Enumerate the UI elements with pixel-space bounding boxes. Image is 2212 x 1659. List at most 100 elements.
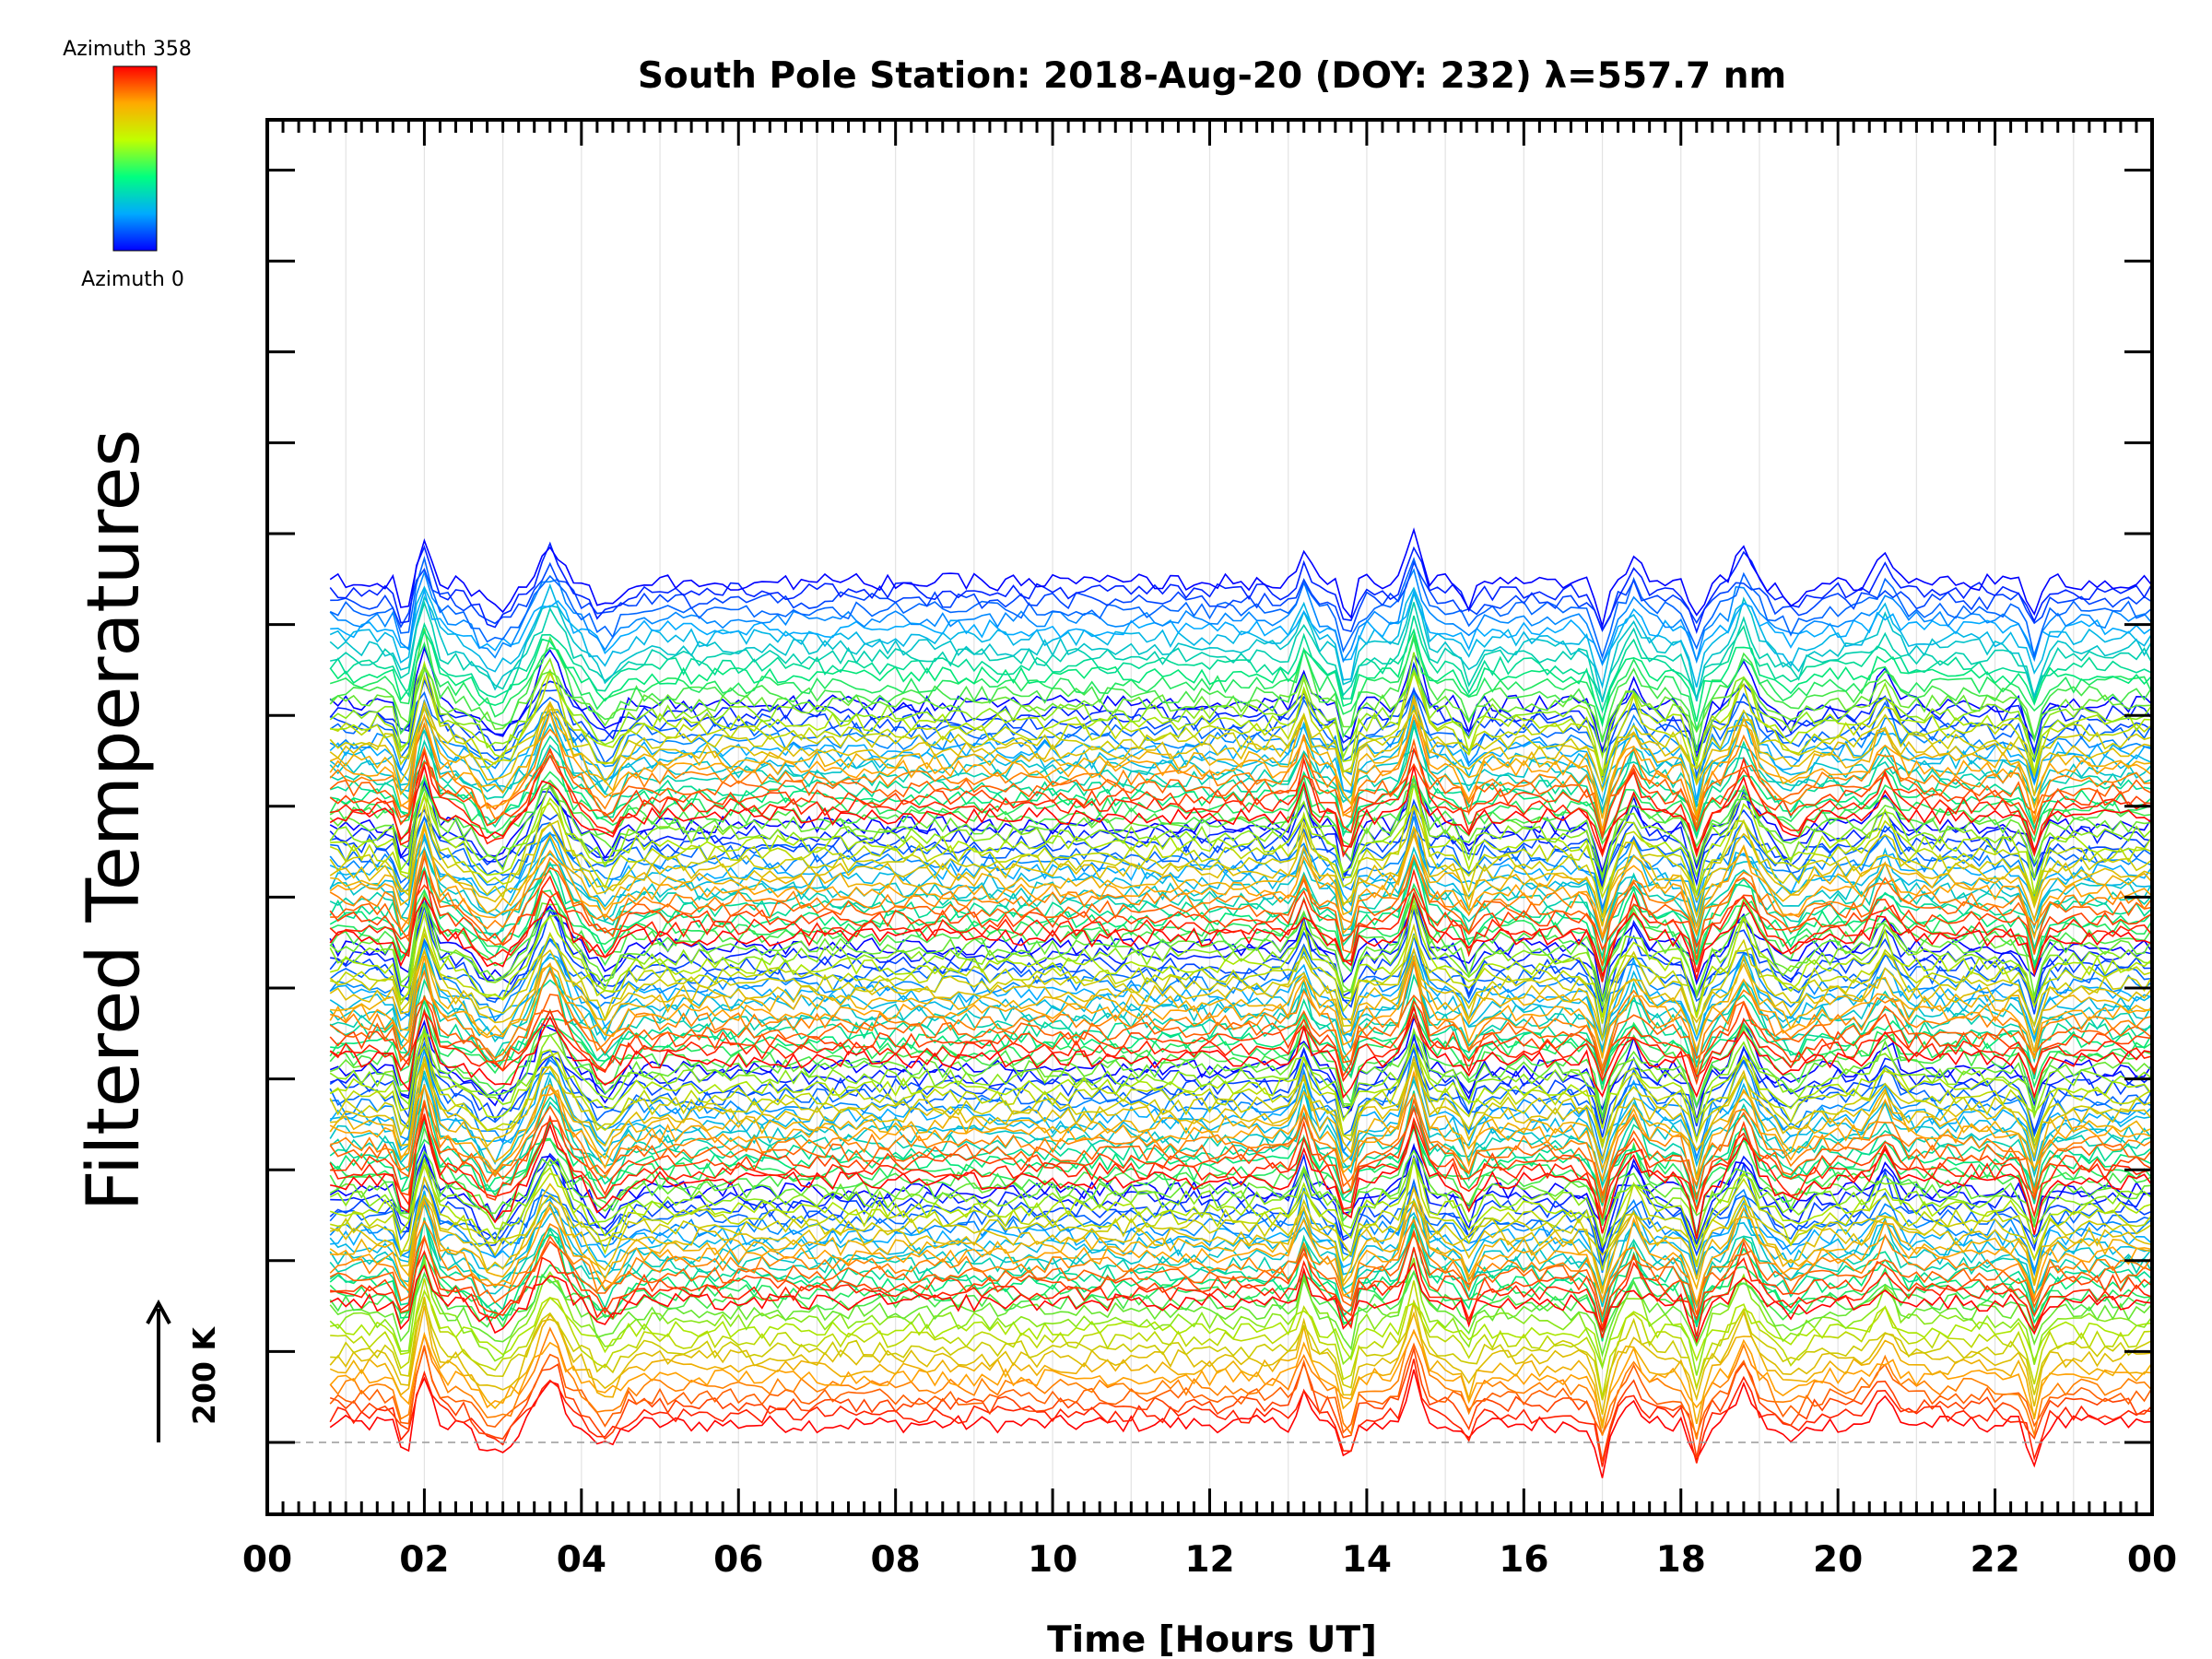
series-line bbox=[329, 1218, 2152, 1306]
series-line bbox=[330, 1142, 2152, 1254]
series-line bbox=[329, 669, 2152, 785]
series-line bbox=[329, 856, 2152, 980]
series-line bbox=[330, 1199, 2152, 1308]
series-line bbox=[329, 850, 2152, 942]
series-line bbox=[329, 1144, 2152, 1236]
series-line bbox=[329, 894, 2152, 1000]
series-line bbox=[330, 600, 2152, 702]
series-line bbox=[329, 994, 2152, 1077]
series-line bbox=[329, 1326, 2152, 1440]
series-line bbox=[329, 1342, 2152, 1438]
x-tick-label: 14 bbox=[1342, 1539, 1392, 1581]
series-line bbox=[329, 904, 2152, 1018]
series-line bbox=[329, 1009, 2152, 1083]
series-line bbox=[329, 1232, 2152, 1319]
series-line bbox=[329, 846, 2152, 944]
series-line bbox=[330, 1229, 2152, 1328]
x-tick-label: 18 bbox=[1656, 1539, 1706, 1581]
series-line bbox=[329, 994, 2152, 1086]
series-line bbox=[329, 775, 2152, 879]
x-tick-label: 12 bbox=[1184, 1539, 1234, 1581]
scale-bar-label: 200 K bbox=[186, 1326, 222, 1425]
series-line bbox=[329, 527, 2152, 629]
series-line bbox=[330, 747, 2152, 859]
series-line bbox=[329, 700, 2152, 801]
series-line bbox=[329, 827, 2152, 940]
series-line bbox=[329, 1269, 2152, 1339]
series-line bbox=[329, 628, 2152, 728]
series-line bbox=[329, 802, 2152, 918]
series-line bbox=[330, 560, 2152, 632]
series-line bbox=[330, 1055, 2152, 1162]
series-line bbox=[329, 541, 2152, 634]
chart-title: South Pole Station: 2018-Aug-20 (DOY: 23… bbox=[638, 55, 1786, 97]
colorbar-bottom-label: Azimuth 0 bbox=[81, 268, 184, 291]
series-line bbox=[330, 783, 2152, 896]
series-line bbox=[329, 698, 2152, 819]
series-line bbox=[329, 666, 2152, 741]
series-line bbox=[329, 1042, 2152, 1129]
series-line bbox=[329, 775, 2152, 889]
x-tick-label: 00 bbox=[2127, 1539, 2177, 1581]
series-line bbox=[329, 1176, 2152, 1294]
scale-bar: 200 K bbox=[146, 1299, 222, 1442]
series-line bbox=[329, 935, 2152, 1042]
series-line bbox=[329, 955, 2152, 1060]
series-line bbox=[329, 710, 2152, 832]
series-line bbox=[330, 1115, 2152, 1240]
x-tick-label: 22 bbox=[1970, 1539, 2019, 1581]
series-line bbox=[329, 1257, 2152, 1376]
series-line bbox=[329, 846, 2152, 947]
series-line bbox=[329, 1069, 2152, 1183]
series-line bbox=[329, 1157, 2152, 1251]
series-line bbox=[329, 1100, 2152, 1191]
series-line bbox=[329, 1260, 2152, 1359]
series-line bbox=[329, 615, 2152, 714]
series-line bbox=[329, 890, 2152, 1007]
series-line bbox=[329, 905, 2152, 1017]
series-line bbox=[330, 1070, 2152, 1174]
series-line bbox=[329, 1296, 2152, 1415]
colorbar-top-label: Azimuth 358 bbox=[63, 38, 192, 61]
series-line bbox=[329, 635, 2152, 733]
y-axis-label: Filtered Temperatures bbox=[73, 429, 156, 1211]
series-line bbox=[329, 1062, 2152, 1180]
series-line bbox=[329, 591, 2152, 703]
series-line bbox=[329, 867, 2152, 982]
series-lines bbox=[329, 527, 2152, 1478]
series-line bbox=[330, 822, 2152, 929]
x-axis-label: Time [Hours UT] bbox=[1047, 1619, 1377, 1659]
series-line bbox=[329, 1369, 2152, 1478]
series-line bbox=[330, 1278, 2152, 1398]
series-line bbox=[330, 660, 2152, 776]
series-line bbox=[330, 853, 2152, 967]
series-line bbox=[330, 807, 2152, 898]
series-line bbox=[329, 712, 2152, 831]
series-line bbox=[329, 693, 2152, 796]
x-tick-label: 04 bbox=[557, 1539, 606, 1581]
series-line bbox=[329, 677, 2152, 757]
x-tick-label: 06 bbox=[713, 1539, 763, 1581]
series-line bbox=[330, 1299, 2152, 1401]
series-line bbox=[330, 924, 2152, 1024]
series-line bbox=[329, 1125, 2152, 1210]
series-line bbox=[329, 1028, 2152, 1118]
series-line bbox=[329, 771, 2152, 843]
series-line bbox=[329, 555, 2152, 660]
series-line bbox=[329, 1024, 2152, 1124]
series-line bbox=[329, 1006, 2152, 1090]
series-line bbox=[329, 792, 2152, 902]
colorbar bbox=[112, 65, 158, 252]
series-line bbox=[329, 692, 2152, 782]
series-line bbox=[329, 947, 2152, 1042]
axis-ticks bbox=[265, 120, 2154, 1514]
series-line bbox=[329, 1032, 2152, 1138]
series-line bbox=[329, 737, 2152, 834]
x-tick-label: 16 bbox=[1499, 1539, 1548, 1581]
series-line bbox=[329, 661, 2152, 756]
series-line bbox=[330, 1247, 2152, 1338]
series-line bbox=[329, 1218, 2152, 1328]
series-line bbox=[329, 884, 2152, 955]
series-line bbox=[330, 1157, 2152, 1271]
